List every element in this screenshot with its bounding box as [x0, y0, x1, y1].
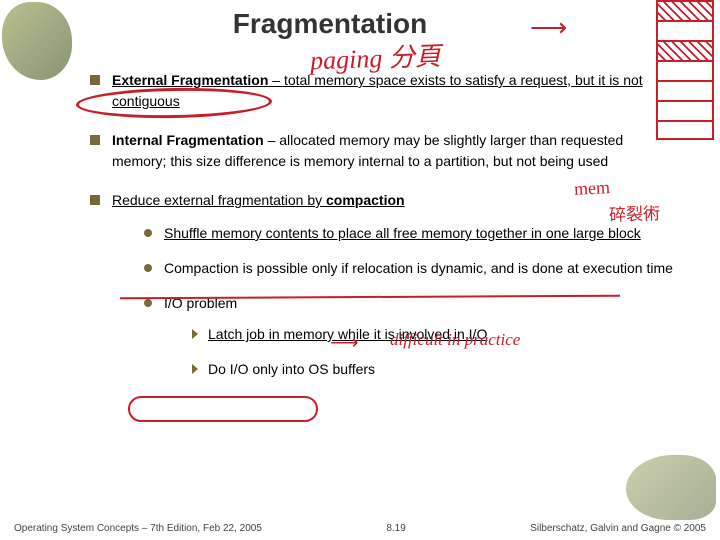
triangle-bullet-icon	[192, 329, 198, 339]
bullet-compaction: Reduce external fragmentation by compact…	[90, 190, 680, 408]
circle-bullet-icon	[144, 229, 152, 237]
square-bullet-icon	[90, 195, 100, 205]
triangle-bullet-icon	[192, 364, 198, 374]
sub-item: Compaction is possible only if relocatio…	[144, 258, 680, 279]
slide-body: External Fragmentation – total memory sp…	[0, 40, 720, 408]
sublist: Shuffle memory contents to place all fre…	[144, 223, 680, 394]
pre: Reduce external fragmentation by	[112, 192, 326, 208]
term: External Fragmentation	[112, 72, 268, 88]
sub-text: Shuffle memory contents to place all fre…	[164, 223, 641, 244]
bullet-text: Internal Fragmentation – allocated memor…	[112, 130, 680, 172]
slide-footer: Operating System Concepts – 7th Edition,…	[0, 523, 720, 534]
subsublist: Latch job in memory while it is involved…	[192, 324, 487, 380]
bullet-internal-frag: Internal Fragmentation – allocated memor…	[90, 130, 680, 172]
sub-item: Shuffle memory contents to place all fre…	[144, 223, 680, 244]
bullet-external-frag: External Fragmentation – total memory sp…	[90, 70, 680, 112]
square-bullet-icon	[90, 135, 100, 145]
subsub-item: Do I/O only into OS buffers	[192, 359, 487, 380]
term: Internal Fragmentation	[112, 132, 264, 148]
bullet-text: Reduce external fragmentation by compact…	[112, 190, 680, 408]
subsub-item: Latch job in memory while it is involved…	[192, 324, 487, 345]
bullet-text: External Fragmentation – total memory sp…	[112, 70, 680, 112]
square-bullet-icon	[90, 75, 100, 85]
footer-center: 8.19	[262, 523, 530, 534]
footer-right: Silberschatz, Galvin and Gagne © 2005	[530, 523, 706, 534]
sub-text: Compaction is possible only if relocatio…	[164, 258, 673, 279]
sub-item: I/O problem Latch job in memory while it…	[144, 293, 680, 394]
circle-bullet-icon	[144, 264, 152, 272]
slide-title: Fragmentation	[60, 0, 600, 40]
dinosaur-logo-bottom	[626, 455, 716, 520]
circle-bullet-icon	[144, 299, 152, 307]
io-problem-label: I/O problem	[164, 295, 237, 311]
term: compaction	[326, 192, 405, 208]
subsub-text: Do I/O only into OS buffers	[208, 359, 375, 380]
footer-left: Operating System Concepts – 7th Edition,…	[14, 523, 262, 534]
sub-text: I/O problem Latch job in memory while it…	[164, 293, 487, 394]
subsub-text: Latch job in memory while it is involved…	[208, 324, 487, 345]
